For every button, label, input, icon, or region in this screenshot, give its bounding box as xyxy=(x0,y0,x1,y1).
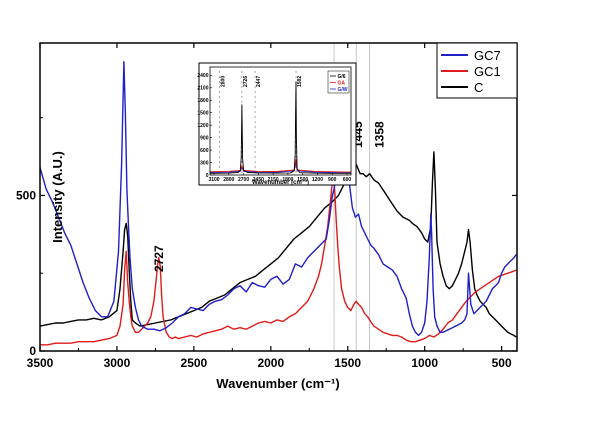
inset-y-tick-label-1800: 1800 xyxy=(197,98,208,104)
legend-label-c: C xyxy=(474,80,483,95)
inset-x-tick-label-1800: 1800 xyxy=(282,177,293,183)
peak-label-2727: 2727 xyxy=(152,245,166,272)
series-gc1-line xyxy=(40,176,517,346)
inset-peak-label-1582: 1582 xyxy=(297,76,303,87)
inset-y-tick-label-300: 300 xyxy=(200,160,209,166)
y-tick-label-500: 500 xyxy=(16,188,36,202)
inset-y-tick-label-1200: 1200 xyxy=(197,123,208,129)
inset-chart: 0 300 600 900 1200 1500 1800 2100 2400 3100 2800 27… xyxy=(197,62,357,186)
inset-x-tick-label-900: 900 xyxy=(328,177,337,183)
inset-legend-label-1: GA xyxy=(338,80,346,86)
inset-frame xyxy=(209,66,352,176)
y-axis-title: Intensity (A.U.) xyxy=(50,151,65,243)
y-tick-label-0: 0 xyxy=(29,344,36,358)
inset-x-axis-title: Wavenumber (cm⁻¹) xyxy=(252,179,309,186)
inset-x-tick-label-1200: 1200 xyxy=(312,177,323,183)
inset-x-tick-label-2150: 2150 xyxy=(268,177,279,183)
inset-y-tick-label-2400: 2400 xyxy=(197,73,208,79)
legend-label-gc1: GC1 xyxy=(474,64,501,79)
legend-label-gc7: GC7 xyxy=(474,48,501,63)
x-tick-label-2500: 2500 xyxy=(181,356,208,370)
x-tick-label-500: 500 xyxy=(492,356,512,370)
inset-y-tick-label-2100: 2100 xyxy=(197,86,208,92)
x-tick-label-3500: 3500 xyxy=(27,356,54,370)
x-tick-label-1500: 1500 xyxy=(334,356,361,370)
x-tick-label-3000: 3000 xyxy=(104,356,131,370)
inset-y-tick-label-1500: 1500 xyxy=(197,110,208,116)
inset-y-tick-label-600: 600 xyxy=(200,148,209,154)
inset-peak-label-2800: 2800 xyxy=(220,76,226,87)
inset-x-tick-label-600: 600 xyxy=(343,177,352,183)
inset-y-tick-label-900: 900 xyxy=(200,135,209,141)
x-tick-label-2000: 2000 xyxy=(257,356,284,370)
x-axis: 3500 3000 2500 2000 1500 1000 500 xyxy=(27,43,512,370)
peak-label-1358: 1358 xyxy=(373,121,387,148)
inset-x-tick-label-3100: 3100 xyxy=(208,177,219,183)
inset-peak-label-2726: 2726 xyxy=(243,76,249,87)
inset-series-g6-line xyxy=(209,81,351,174)
inset-legend-label-0: G/6 xyxy=(338,74,346,80)
inset-legend-label-2: G/W xyxy=(338,87,348,93)
inset-y-tick-label-0: 0 xyxy=(206,173,209,179)
x-tick-label-1000: 1000 xyxy=(411,356,438,370)
inset-peak-label-2447: 2447 xyxy=(256,76,262,87)
inset-x-tick-label-2800: 2800 xyxy=(223,177,234,183)
inset-legend-box xyxy=(327,70,350,94)
plot-frame xyxy=(39,42,518,352)
inset-x-tick-label-2700: 2700 xyxy=(238,177,249,183)
y-axis: 0 500 xyxy=(16,117,517,358)
inset-x-tick-label-2450: 2450 xyxy=(253,177,264,183)
inset-x-tick-label-1500: 1500 xyxy=(297,177,308,183)
x-axis-title: Wavenumber (cm⁻¹) xyxy=(216,376,339,391)
